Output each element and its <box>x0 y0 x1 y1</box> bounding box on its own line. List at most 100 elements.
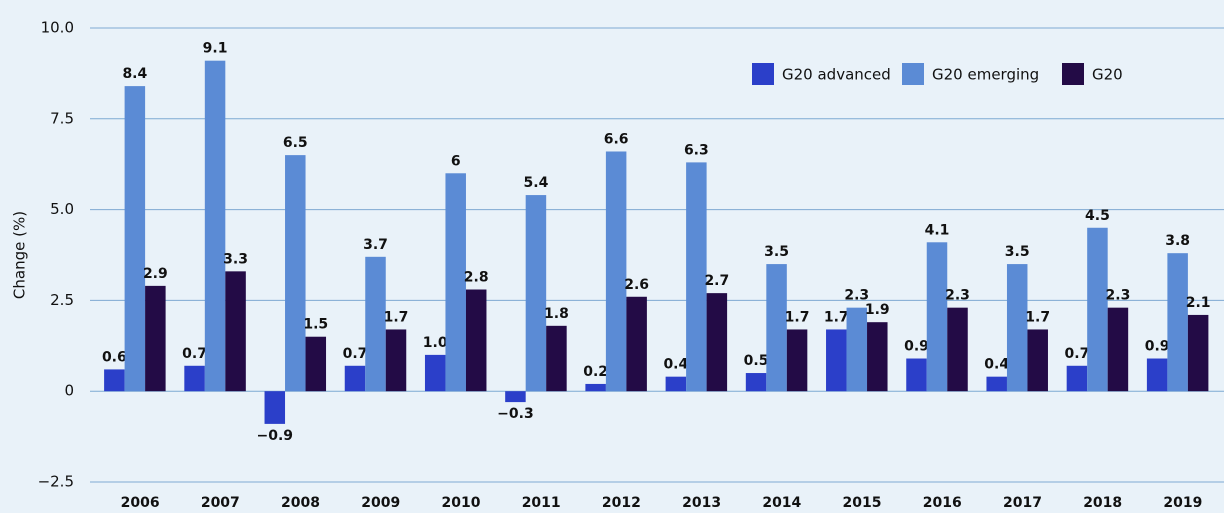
value-label: −0.3 <box>497 406 534 422</box>
value-label: −0.9 <box>257 428 294 444</box>
bar <box>986 376 1007 392</box>
legend-swatch <box>752 63 774 85</box>
value-label: 6 <box>451 153 461 169</box>
value-label: 1.8 <box>544 306 569 322</box>
value-label: 9.1 <box>203 41 228 57</box>
y-tick-label: 2.5 <box>50 291 74 309</box>
value-label: 2.3 <box>1106 288 1131 304</box>
x-tick-label: 2019 <box>1163 495 1202 511</box>
bar <box>706 293 728 392</box>
value-label: 0.9 <box>904 339 929 355</box>
x-tick-label: 2015 <box>843 495 882 511</box>
value-label: 0.9 <box>1145 339 1170 355</box>
x-tick-label: 2014 <box>762 495 801 511</box>
value-label: 3.8 <box>1165 233 1190 249</box>
value-label: 6.3 <box>684 142 709 158</box>
bar <box>665 376 687 392</box>
value-label: 2.8 <box>464 270 489 286</box>
legend-label: G20 <box>1092 66 1123 84</box>
legend-label: G20 advanced <box>782 66 891 84</box>
value-label: 2.3 <box>945 288 970 304</box>
value-label: 2.9 <box>143 266 168 282</box>
bar <box>1006 264 1028 392</box>
x-tick-label: 2008 <box>281 495 320 511</box>
bar <box>1087 227 1108 392</box>
bar <box>926 242 948 392</box>
y-tick-label: 0 <box>64 382 74 400</box>
value-label: 0.7 <box>1065 346 1090 362</box>
x-tick-label: 2010 <box>441 495 480 511</box>
bar <box>546 325 567 392</box>
value-label: 0.5 <box>744 353 769 369</box>
value-label: 0.6 <box>102 349 127 365</box>
x-tick-label: 2011 <box>522 495 561 511</box>
x-tick-label: 2009 <box>361 495 400 511</box>
bar <box>424 354 446 392</box>
y-tick-label: −2.5 <box>38 473 74 491</box>
value-label: 3.3 <box>223 251 248 267</box>
bar <box>525 195 547 392</box>
x-tick-label: 2017 <box>1003 495 1042 511</box>
value-label: 5.4 <box>524 175 549 191</box>
bar <box>104 369 125 392</box>
bar <box>365 256 386 392</box>
bar <box>585 383 606 392</box>
value-label: 8.4 <box>122 66 147 82</box>
value-label: 3.5 <box>764 244 789 260</box>
bar <box>1027 329 1048 392</box>
bar <box>626 296 647 392</box>
bar <box>1146 358 1168 392</box>
x-tick-label: 2018 <box>1083 495 1122 511</box>
legend-label: G20 emerging <box>932 66 1039 84</box>
bar <box>1066 365 1088 392</box>
x-tick-label: 2012 <box>602 495 641 511</box>
bar <box>1187 314 1209 392</box>
legend-swatch <box>1062 63 1084 85</box>
value-label: 0.7 <box>343 346 368 362</box>
value-label: 4.5 <box>1085 208 1110 224</box>
x-tick-label: 2006 <box>121 495 160 511</box>
bar <box>745 373 767 392</box>
bar <box>124 86 146 392</box>
value-label: 1.9 <box>865 302 890 318</box>
bar <box>385 329 407 392</box>
x-tick-label: 2016 <box>923 495 962 511</box>
value-label: 1.7 <box>824 309 849 325</box>
bar <box>826 329 847 392</box>
bar <box>145 285 166 392</box>
value-label: 1.7 <box>785 309 810 325</box>
bar <box>867 322 888 392</box>
bar <box>264 391 286 424</box>
bar <box>846 307 868 392</box>
value-label: 1.5 <box>303 317 328 333</box>
legend-swatch <box>902 63 924 85</box>
x-tick-label: 2007 <box>201 495 240 511</box>
value-label: 1.7 <box>384 309 409 325</box>
value-label: 1.0 <box>423 335 448 351</box>
value-label: 0.2 <box>583 364 608 380</box>
bar <box>766 264 787 392</box>
bar <box>305 336 327 392</box>
y-tick-label: 10.0 <box>41 19 74 37</box>
bar <box>465 289 487 392</box>
bar <box>285 155 306 392</box>
x-tick-label: 2013 <box>682 495 721 511</box>
bar <box>686 162 707 392</box>
value-label: 0.7 <box>182 346 207 362</box>
bar <box>505 391 526 403</box>
value-label: 0.4 <box>663 357 688 373</box>
value-label: 2.7 <box>704 273 729 289</box>
bar <box>786 329 808 392</box>
value-label: 6.5 <box>283 135 308 151</box>
y-tick-label: 7.5 <box>50 109 74 127</box>
bar <box>344 365 366 392</box>
bar <box>204 60 226 392</box>
value-label: 1.7 <box>1025 309 1050 325</box>
y-axis-label: Change (%) <box>11 211 29 299</box>
bar <box>225 271 246 392</box>
bar <box>605 151 627 392</box>
y-tick-label: 5.0 <box>50 200 74 218</box>
bar <box>445 173 466 392</box>
value-label: 2.6 <box>624 277 649 293</box>
bar <box>184 365 205 392</box>
